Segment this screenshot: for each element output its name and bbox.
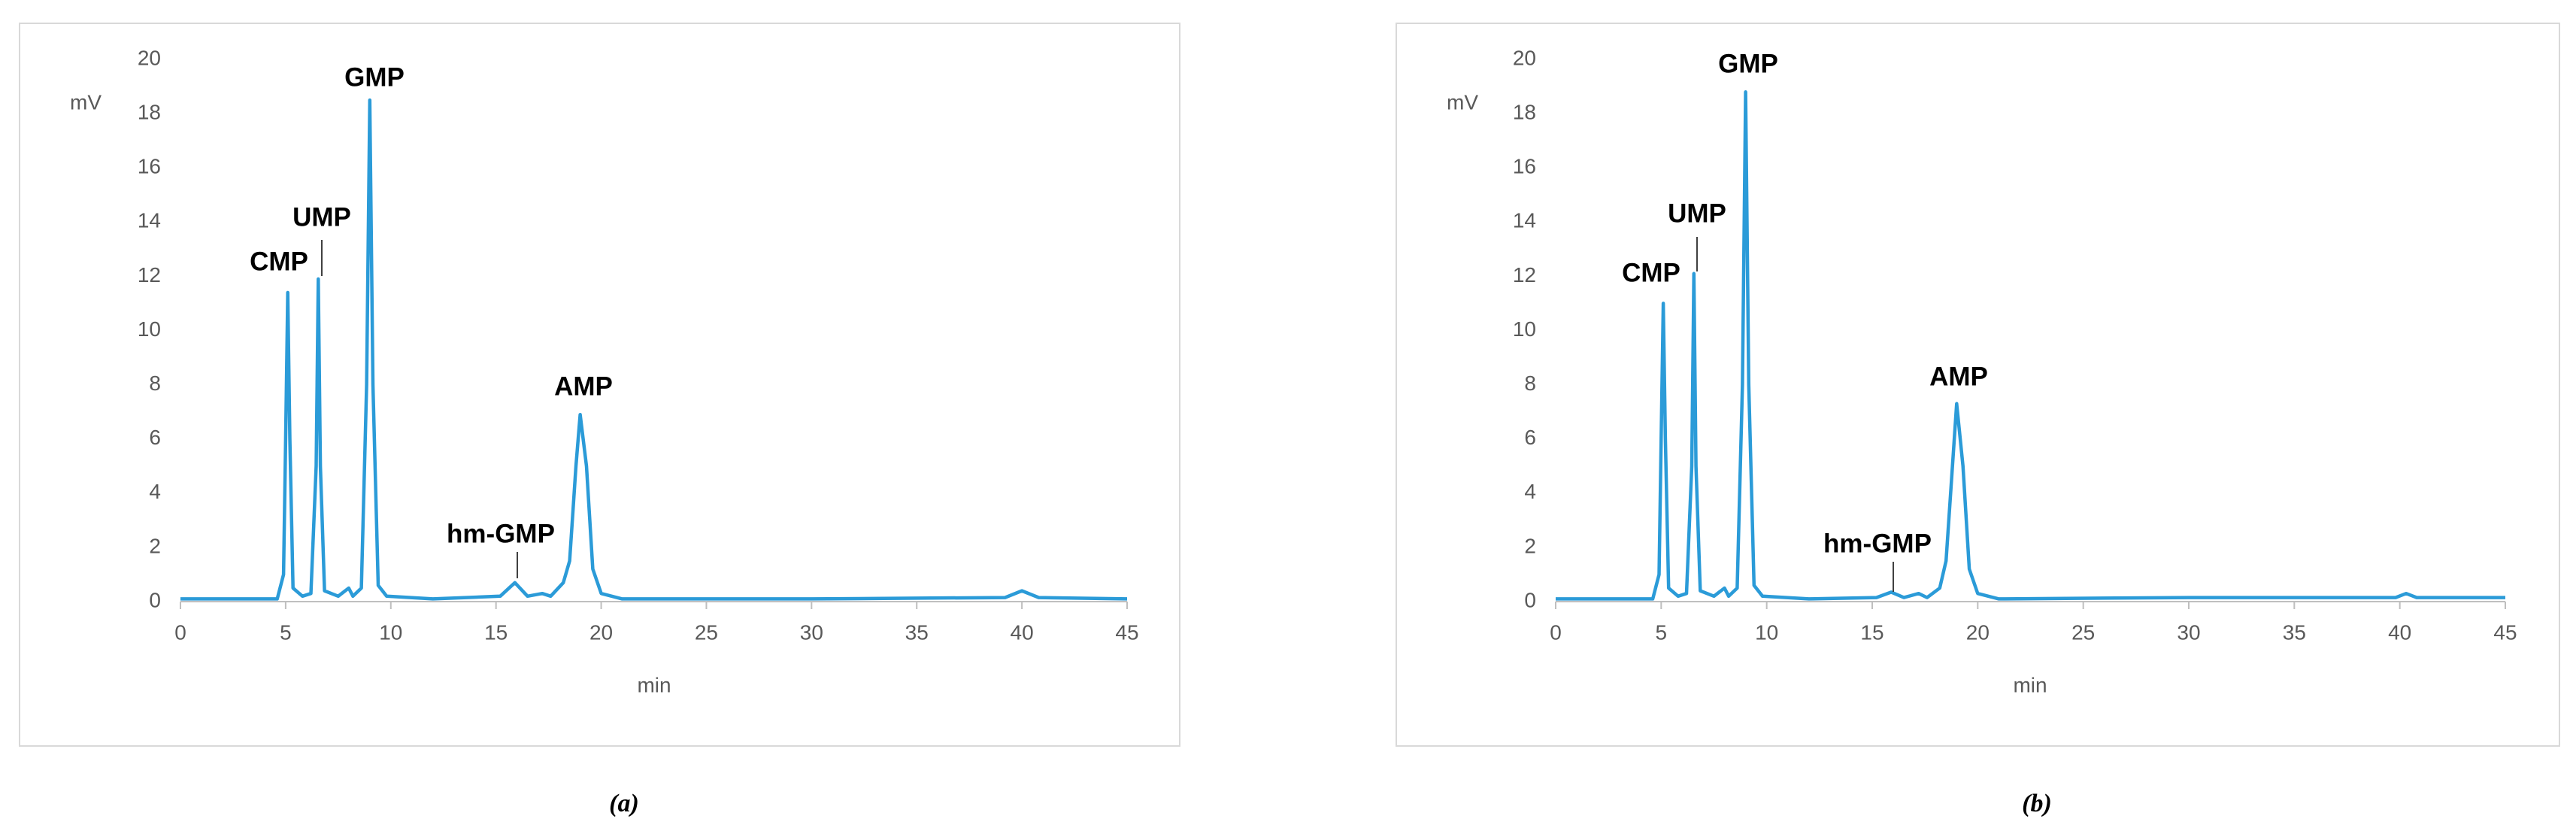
x-tick-label: 30 — [2177, 620, 2200, 644]
y-tick-label: 18 — [1513, 100, 1536, 123]
chart-frame — [1396, 23, 2560, 747]
y-tick-label: 6 — [1524, 426, 1536, 449]
x-tick-label: 10 — [1755, 620, 1778, 644]
peak-label: AMP — [554, 371, 613, 401]
y-tick-label: 14 — [1513, 209, 1536, 232]
x-tick-label: 40 — [2388, 620, 2411, 644]
y-tick-label: 10 — [138, 317, 161, 341]
y-tick-label: 6 — [149, 426, 161, 449]
x-tick-label: 35 — [905, 620, 929, 644]
peak-label: UMP — [1668, 199, 1726, 228]
y-tick-label: 18 — [138, 100, 161, 123]
y-tick-label: 2 — [1524, 534, 1536, 557]
y-tick-label: 8 — [149, 371, 161, 395]
x-axis-title: min — [637, 673, 671, 696]
peak-label: GMP — [344, 62, 405, 92]
x-tick-label: 25 — [695, 620, 718, 644]
y-tick-label: 10 — [1513, 317, 1536, 341]
y-axis-title: mV — [70, 90, 102, 114]
peak-label: hm-GMP — [1823, 529, 1932, 558]
x-tick-label: 35 — [2283, 620, 2306, 644]
y-tick-label: 20 — [1513, 46, 1536, 69]
x-tick-label: 20 — [1966, 620, 1990, 644]
y-tick-label: 16 — [138, 155, 161, 178]
x-tick-label: 5 — [280, 620, 292, 644]
y-tick-label: 12 — [138, 263, 161, 287]
x-tick-label: 40 — [1011, 620, 1034, 644]
y-tick-label: 20 — [138, 46, 161, 69]
peak-label: CMP — [250, 247, 308, 276]
chart-frame — [19, 23, 1180, 747]
peak-label: hm-GMP — [447, 519, 555, 548]
x-tick-label: 30 — [800, 620, 823, 644]
x-tick-label: 10 — [379, 620, 402, 644]
x-tick-label: 0 — [174, 620, 186, 644]
y-tick-label: 2 — [149, 534, 161, 557]
peak-label: CMP — [1622, 258, 1680, 287]
caption: (b) — [2022, 790, 2052, 817]
y-tick-label: 16 — [1513, 155, 1536, 178]
caption: (a) — [609, 790, 639, 817]
x-tick-label: 15 — [1860, 620, 1884, 644]
chromatogram-line — [1556, 90, 2505, 601]
chromatogram-line — [180, 98, 1128, 601]
y-tick-label: 0 — [1524, 588, 1536, 611]
y-tick-label: 4 — [149, 480, 161, 503]
x-axis-title: min — [2013, 673, 2047, 696]
peak-label: AMP — [1929, 362, 1988, 391]
x-tick-label: 15 — [484, 620, 508, 644]
y-tick-label: 4 — [1524, 480, 1536, 503]
y-tick-label: 12 — [1513, 263, 1536, 287]
x-tick-label: 0 — [1550, 620, 1562, 644]
x-tick-label: 45 — [2493, 620, 2517, 644]
peak-label: GMP — [1718, 49, 1778, 78]
y-tick-label: 0 — [149, 588, 161, 611]
y-tick-label: 8 — [1524, 371, 1536, 395]
y-tick-label: 14 — [138, 209, 161, 232]
x-tick-label: 20 — [589, 620, 613, 644]
x-tick-label: 25 — [2071, 620, 2095, 644]
x-tick-label: 5 — [1656, 620, 1668, 644]
peak-label: UMP — [292, 202, 351, 232]
y-axis-title: mV — [1447, 90, 1478, 114]
x-tick-label: 45 — [1115, 620, 1138, 644]
